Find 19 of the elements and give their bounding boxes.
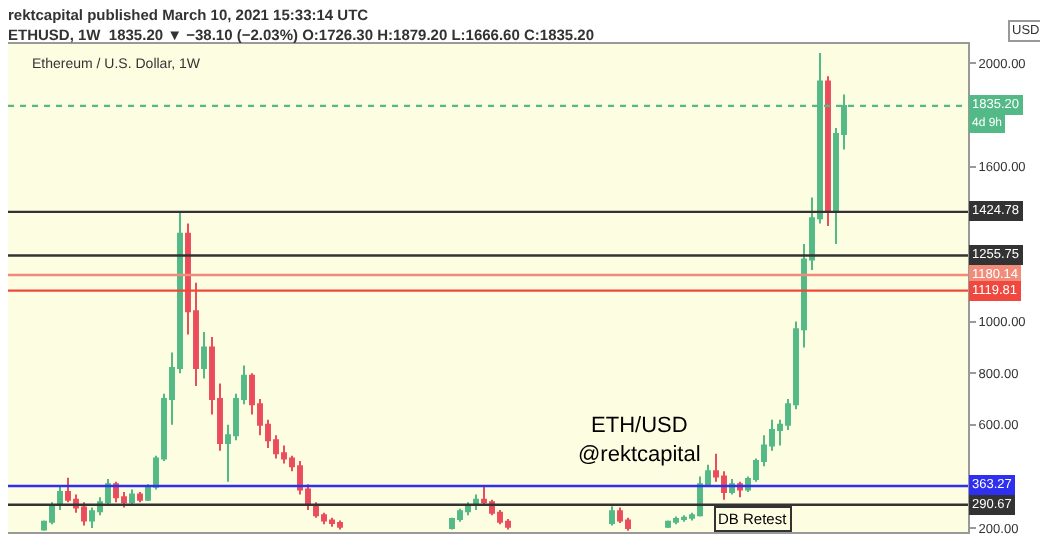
candlestick — [57, 485, 63, 512]
candlestick — [81, 501, 87, 527]
candlestick — [505, 518, 511, 531]
candlestick — [201, 330, 207, 380]
candlestick — [681, 514, 687, 523]
candlestick — [457, 507, 463, 523]
candlestick — [449, 516, 455, 531]
candlestick — [129, 488, 135, 506]
candlestick — [137, 490, 143, 504]
candlestick — [617, 506, 623, 524]
candlestick — [673, 515, 679, 526]
candlestick — [665, 519, 671, 530]
candlestick — [337, 519, 343, 531]
candlestick — [49, 503, 55, 526]
candlestick — [329, 516, 335, 528]
candlestick — [825, 75, 831, 228]
candlestick — [121, 490, 127, 509]
candlestick — [609, 505, 615, 527]
annotation: ETH/USD @rektcapital — [578, 414, 701, 467]
